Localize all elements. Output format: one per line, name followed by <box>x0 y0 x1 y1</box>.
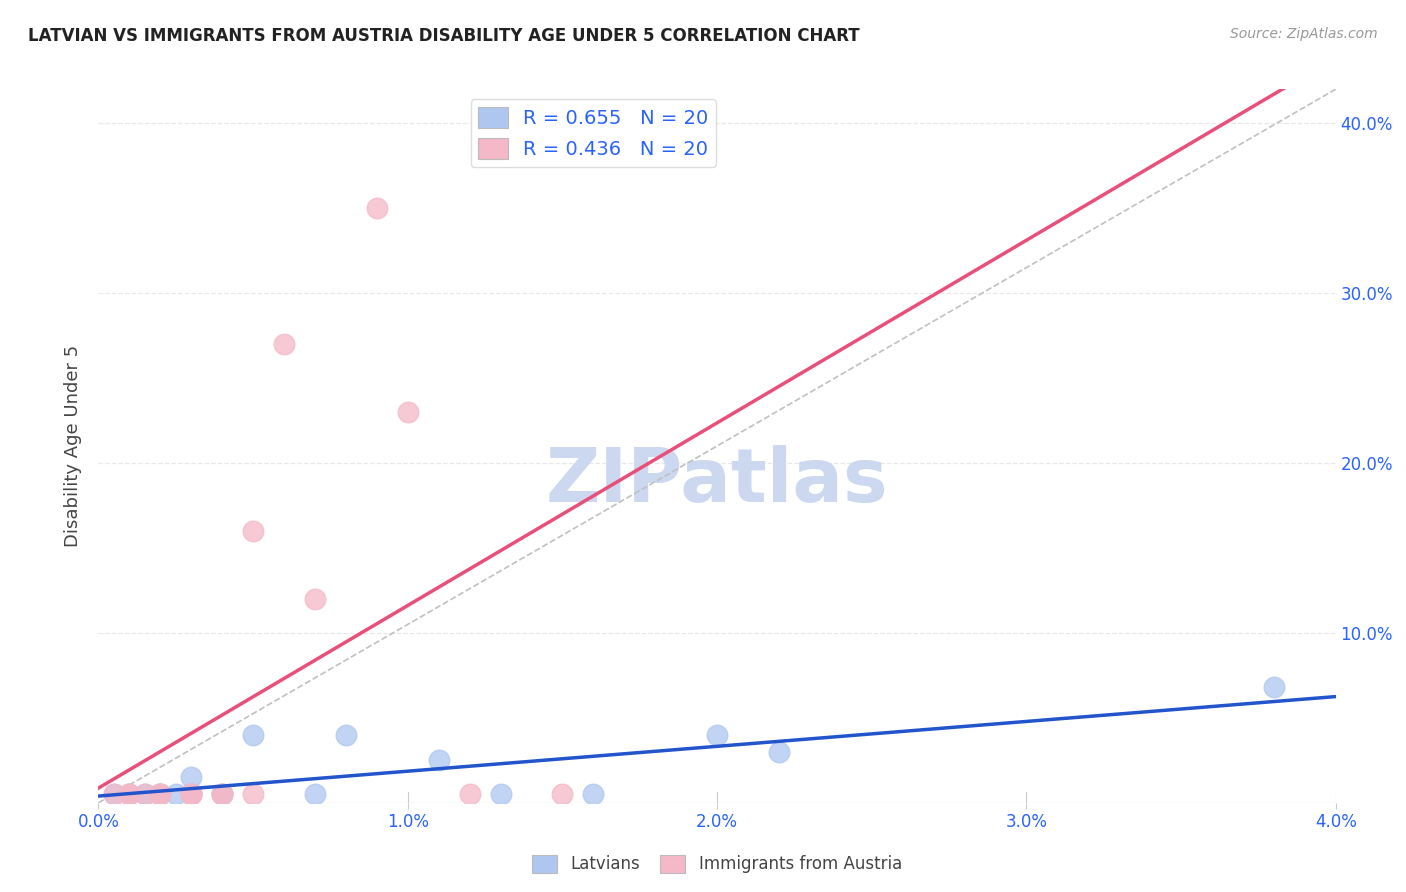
Point <box>551 787 574 801</box>
Point <box>149 787 172 801</box>
Point <box>118 787 141 801</box>
Point <box>1263 680 1285 694</box>
Point <box>118 787 141 801</box>
Point <box>489 787 512 801</box>
Text: LATVIAN VS IMMIGRANTS FROM AUSTRIA DISABILITY AGE UNDER 5 CORRELATION CHART: LATVIAN VS IMMIGRANTS FROM AUSTRIA DISAB… <box>28 27 859 45</box>
Text: Source: ZipAtlas.com: Source: ZipAtlas.com <box>1230 27 1378 41</box>
Point <box>149 787 172 801</box>
Point <box>211 787 233 801</box>
Point <box>211 787 233 801</box>
Point <box>366 201 388 215</box>
Point <box>149 787 172 801</box>
Point <box>134 787 156 801</box>
Text: ZIPatlas: ZIPatlas <box>546 445 889 518</box>
Point <box>103 787 125 801</box>
Point <box>242 524 264 538</box>
Point <box>582 787 605 801</box>
Point <box>458 787 481 801</box>
Point <box>180 787 202 801</box>
Point <box>396 405 419 419</box>
Point <box>103 787 125 801</box>
Point <box>242 728 264 742</box>
Point <box>134 787 156 801</box>
Point <box>304 787 326 801</box>
Point <box>165 787 187 801</box>
Point <box>335 728 357 742</box>
Point <box>180 770 202 784</box>
Point <box>149 787 172 801</box>
Point <box>180 787 202 801</box>
Point <box>180 787 202 801</box>
Y-axis label: Disability Age Under 5: Disability Age Under 5 <box>65 345 83 547</box>
Point <box>427 753 450 767</box>
Point <box>180 787 202 801</box>
Point <box>211 787 233 801</box>
Point <box>242 787 264 801</box>
Point <box>211 787 233 801</box>
Point <box>149 787 172 801</box>
Point <box>706 728 728 742</box>
Legend: Latvians, Immigrants from Austria: Latvians, Immigrants from Austria <box>526 848 908 880</box>
Point <box>304 591 326 606</box>
Point <box>180 787 202 801</box>
Point <box>273 337 295 351</box>
Point <box>118 787 141 801</box>
Point <box>768 745 790 759</box>
